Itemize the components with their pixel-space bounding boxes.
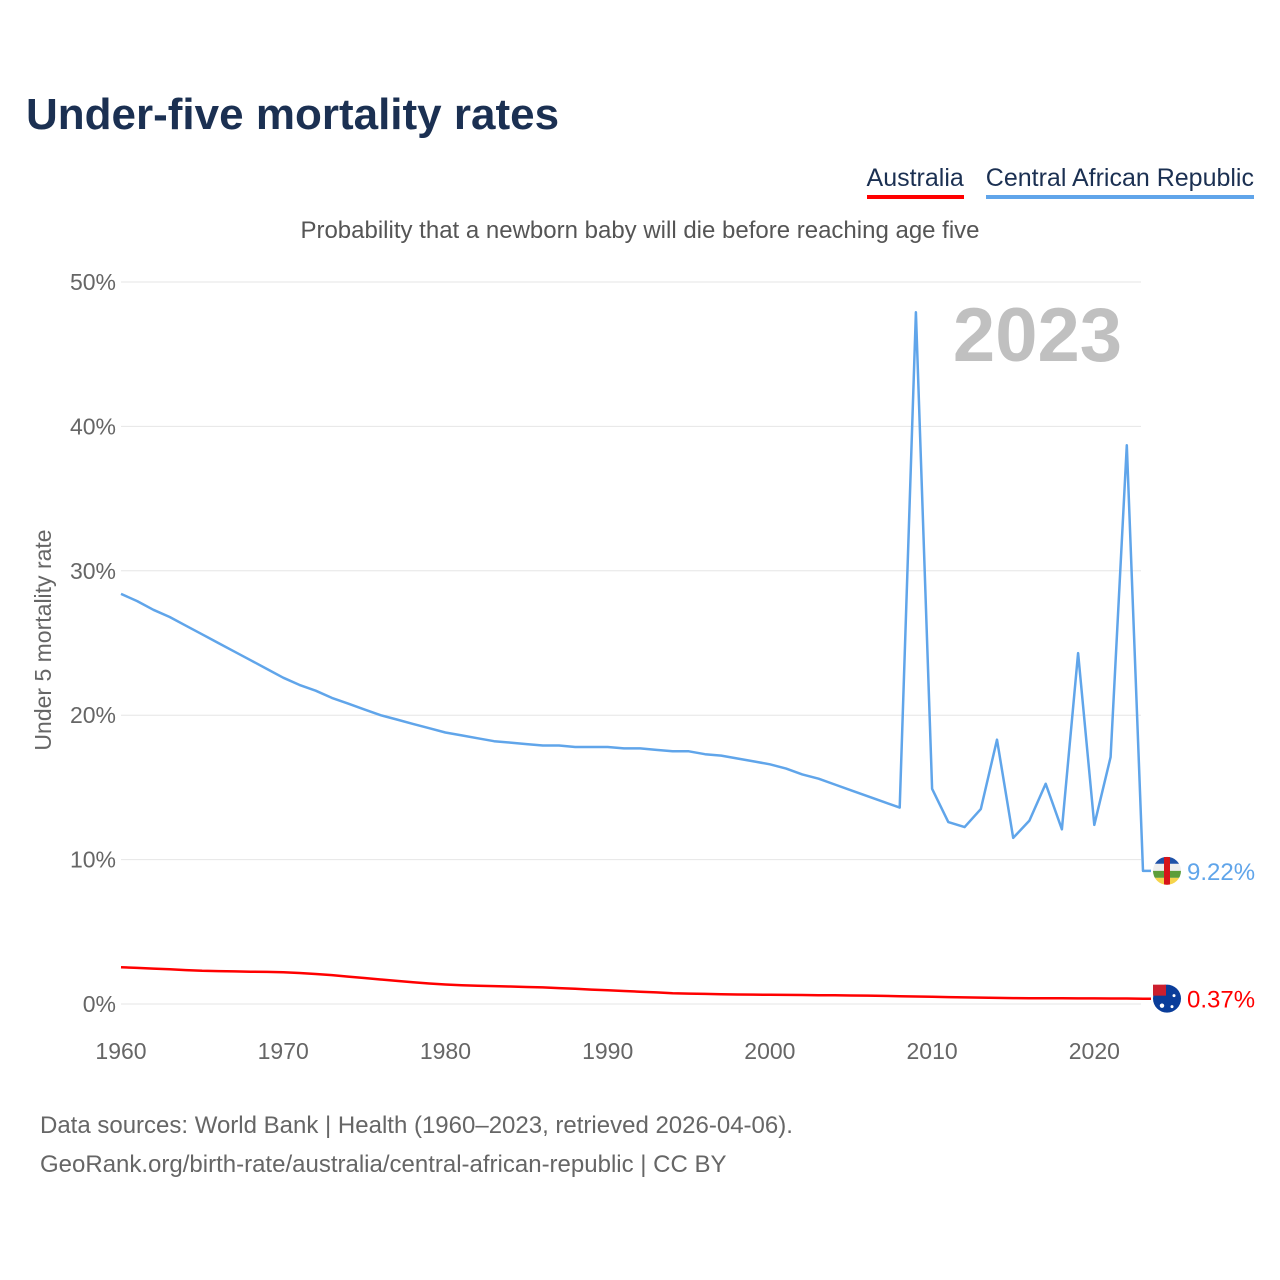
end-value-label: 0.37% xyxy=(1187,987,1255,1014)
series-line-central-african-republic xyxy=(120,311,1151,873)
legend-item-australia[interactable]: Australia xyxy=(866,164,964,199)
y-tick-label: 0% xyxy=(83,991,116,1017)
y-tick-label: 30% xyxy=(70,558,116,584)
chart-subtitle: Probability that a newborn baby will die… xyxy=(300,217,980,244)
flag-body xyxy=(1153,856,1181,885)
flag-canton xyxy=(1153,984,1166,996)
source-url[interactable]: GeoRank.org/birth-rate/australia/central… xyxy=(40,1151,727,1178)
x-tick-label: 1970 xyxy=(258,1038,309,1064)
chart-title: Under-five mortality rates xyxy=(26,90,560,139)
source-note: Data sources: World Bank | Health (1960–… xyxy=(40,1106,793,1184)
y-tick-label: 10% xyxy=(70,847,116,873)
y-tick-label: 20% xyxy=(70,702,116,728)
series-line-australia xyxy=(120,965,1151,1000)
legend-item-car[interactable]: Central African Republic xyxy=(985,164,1254,199)
x-tick-label: 1960 xyxy=(95,1038,146,1064)
flag-icon xyxy=(1153,856,1181,885)
y-axis-label: Under 5 mortality rate xyxy=(30,529,56,750)
y-tick-label: 40% xyxy=(70,413,116,439)
year-watermark: 2023 xyxy=(953,293,1122,378)
x-tick-label: 2000 xyxy=(744,1038,795,1064)
flag-star xyxy=(1159,1003,1165,1008)
x-tick-label: 2010 xyxy=(907,1038,958,1064)
end-value-label: 9.22% xyxy=(1187,859,1255,886)
x-tick-label: 2020 xyxy=(1069,1038,1120,1064)
x-tick-label: 1990 xyxy=(582,1038,633,1064)
flag-star xyxy=(1172,994,1176,998)
x-tick-label: 1980 xyxy=(420,1038,471,1064)
source-line-1: Data sources: World Bank | Health (1960–… xyxy=(40,1112,793,1139)
legend: Australia Central African Republic xyxy=(866,164,1254,199)
flag-icon xyxy=(1153,984,1181,1013)
flag-star xyxy=(1170,1005,1174,1009)
flag-band xyxy=(1164,856,1170,885)
y-tick-label: 50% xyxy=(70,269,116,295)
